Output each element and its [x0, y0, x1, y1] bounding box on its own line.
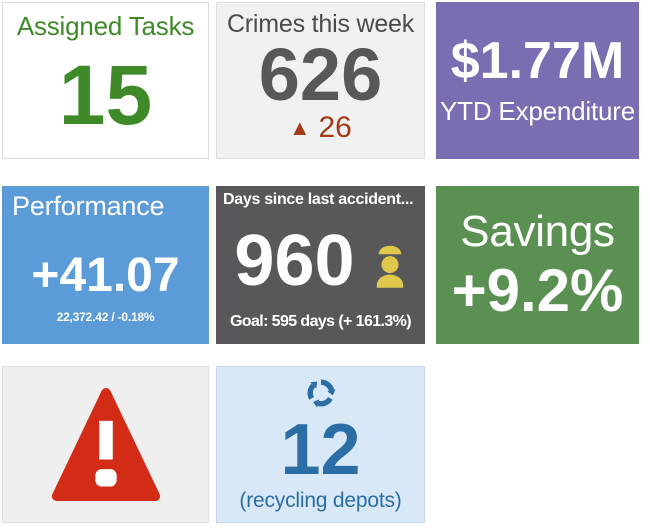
assigned-tasks-card: Assigned Tasks 15 [2, 2, 209, 159]
performance-card: Performance +41.07 22,372.42 / -0.18% [2, 186, 209, 344]
crimes-delta-value: 26 [318, 110, 352, 144]
expenditure-card: $1.77M YTD Expenditure [436, 2, 639, 159]
crimes-card: Crimes this week 626 ▲ 26 [216, 2, 425, 159]
recycling-card: 12 (recycling depots) [216, 366, 425, 523]
assigned-tasks-value: 15 [58, 48, 153, 142]
crimes-title: Crimes this week [226, 10, 415, 38]
up-triangle-icon: ▲ [289, 114, 311, 140]
accident-title: Days since last accident... [223, 191, 414, 208]
recycle-icon [303, 375, 339, 411]
performance-value: +41.07 [31, 248, 180, 302]
crimes-value: 626 [258, 32, 383, 116]
savings-title: Savings [460, 206, 615, 256]
accident-goal: Goal: 595 days (+ 161.3%) [229, 313, 412, 330]
expenditure-value: $1.77M [450, 31, 625, 90]
expenditure-label: YTD Expenditure [440, 95, 635, 126]
accident-card: Days since last accident... 960 Goal: 59… [216, 186, 425, 344]
crimes-delta: ▲ 26 [289, 111, 352, 145]
recycling-caption: (recycling depots) [239, 489, 402, 512]
warning-exclamation [94, 420, 117, 487]
savings-card: Savings +9.2% [436, 186, 639, 344]
warning-icon [49, 386, 163, 504]
performance-title: Performance [12, 191, 165, 221]
performance-detail: 22,372.42 / -0.18% [56, 310, 155, 324]
recycling-value: 12 [280, 410, 361, 490]
accident-value: 960 [234, 221, 355, 301]
worker-icon [373, 244, 407, 288]
warning-card [2, 366, 209, 523]
savings-value: +9.2% [451, 256, 624, 324]
assigned-tasks-title: Assigned Tasks [16, 11, 195, 41]
